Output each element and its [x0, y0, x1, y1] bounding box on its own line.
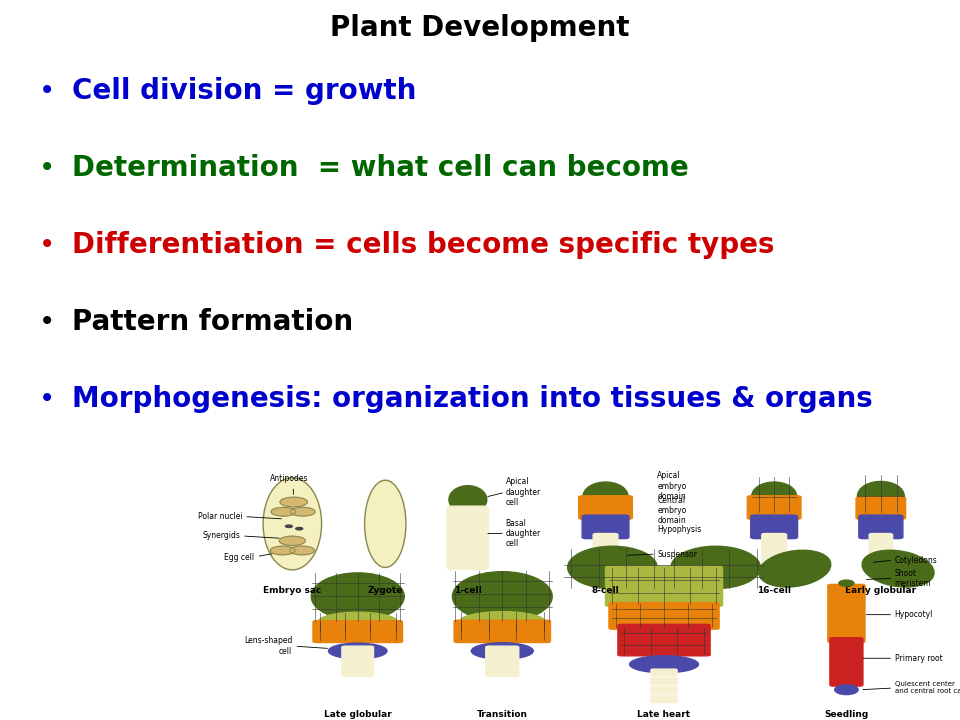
FancyBboxPatch shape: [651, 696, 677, 703]
Text: Basal
daughter
cell: Basal daughter cell: [506, 518, 541, 549]
Text: Morphogenesis: organization into tissues & organs: Morphogenesis: organization into tissues…: [72, 385, 873, 413]
FancyBboxPatch shape: [856, 497, 905, 519]
Text: Apical
daughter
cell: Apical daughter cell: [506, 477, 541, 508]
Text: Central
embryo
domain: Central embryo domain: [658, 495, 686, 526]
Circle shape: [279, 536, 305, 545]
Ellipse shape: [839, 580, 854, 586]
Text: •: •: [38, 385, 55, 413]
Ellipse shape: [328, 643, 387, 659]
Text: Late heart: Late heart: [637, 711, 690, 719]
Ellipse shape: [263, 478, 322, 570]
Text: •: •: [38, 308, 55, 336]
Ellipse shape: [752, 482, 797, 510]
Text: Embryo sac: Embryo sac: [263, 585, 322, 595]
Ellipse shape: [365, 480, 406, 567]
Ellipse shape: [311, 573, 404, 620]
FancyBboxPatch shape: [606, 566, 723, 606]
FancyBboxPatch shape: [651, 687, 677, 693]
Text: Zygote: Zygote: [368, 585, 403, 595]
Circle shape: [290, 546, 314, 555]
Text: Hypophysis: Hypophysis: [658, 526, 702, 534]
Ellipse shape: [758, 550, 830, 587]
FancyBboxPatch shape: [859, 515, 902, 539]
Text: 1-cell: 1-cell: [454, 585, 482, 595]
Ellipse shape: [459, 611, 545, 632]
Text: Plant Development: Plant Development: [330, 14, 630, 42]
Text: Suspensor: Suspensor: [658, 549, 697, 559]
Text: •: •: [38, 231, 55, 259]
Text: Differentiation = cells become specific types: Differentiation = cells become specific …: [72, 231, 775, 259]
Circle shape: [271, 508, 296, 516]
Ellipse shape: [835, 685, 858, 695]
Text: Synergids: Synergids: [203, 531, 241, 541]
Text: Shoot
meristem: Shoot meristem: [895, 569, 931, 588]
FancyBboxPatch shape: [651, 678, 677, 685]
Ellipse shape: [471, 643, 533, 660]
Ellipse shape: [583, 482, 628, 510]
FancyBboxPatch shape: [828, 585, 865, 642]
Ellipse shape: [318, 612, 397, 631]
Text: Egg cell: Egg cell: [225, 553, 254, 562]
Text: 16-cell: 16-cell: [757, 585, 791, 595]
Text: Late globular: Late globular: [324, 711, 392, 719]
FancyBboxPatch shape: [747, 496, 801, 519]
Circle shape: [290, 508, 315, 516]
FancyBboxPatch shape: [609, 603, 719, 629]
FancyBboxPatch shape: [618, 624, 710, 656]
Circle shape: [271, 546, 295, 555]
FancyBboxPatch shape: [751, 515, 798, 539]
Text: Hypocotyl: Hypocotyl: [895, 610, 933, 619]
Ellipse shape: [671, 546, 760, 589]
Text: Cotyledons: Cotyledons: [895, 556, 937, 564]
FancyBboxPatch shape: [593, 534, 618, 571]
Ellipse shape: [862, 550, 934, 587]
FancyBboxPatch shape: [582, 515, 629, 539]
FancyBboxPatch shape: [829, 638, 863, 686]
FancyBboxPatch shape: [342, 646, 373, 676]
Text: Pattern formation: Pattern formation: [72, 308, 353, 336]
Text: Apical
embryo
domain: Apical embryo domain: [658, 472, 686, 501]
Text: •: •: [38, 154, 55, 182]
FancyBboxPatch shape: [447, 506, 489, 570]
Circle shape: [296, 528, 302, 530]
Text: Antipodes: Antipodes: [270, 474, 308, 482]
Text: 8-cell: 8-cell: [591, 585, 619, 595]
FancyBboxPatch shape: [579, 496, 633, 519]
Text: •: •: [38, 77, 55, 104]
Ellipse shape: [567, 546, 658, 589]
Ellipse shape: [449, 486, 487, 513]
Text: Transition: Transition: [477, 711, 528, 719]
FancyBboxPatch shape: [454, 620, 550, 642]
Text: Seedling: Seedling: [825, 711, 869, 719]
Ellipse shape: [452, 572, 552, 621]
FancyBboxPatch shape: [313, 621, 402, 642]
FancyBboxPatch shape: [762, 534, 786, 571]
FancyBboxPatch shape: [651, 669, 677, 676]
FancyBboxPatch shape: [486, 646, 518, 676]
Text: Lens-shaped
cell: Lens-shaped cell: [244, 636, 293, 656]
Text: Cell division = growth: Cell division = growth: [72, 77, 417, 104]
Ellipse shape: [857, 482, 904, 510]
Circle shape: [280, 498, 307, 507]
FancyBboxPatch shape: [869, 534, 893, 570]
Text: Quiescent center
and central root cap: Quiescent center and central root cap: [895, 681, 960, 694]
Text: Early globular: Early globular: [846, 585, 917, 595]
Text: Primary root: Primary root: [895, 654, 943, 662]
Text: Determination  = what cell can become: Determination = what cell can become: [72, 154, 688, 182]
Ellipse shape: [630, 656, 699, 672]
Text: Polar nuclei: Polar nuclei: [198, 512, 243, 521]
Circle shape: [285, 525, 293, 528]
